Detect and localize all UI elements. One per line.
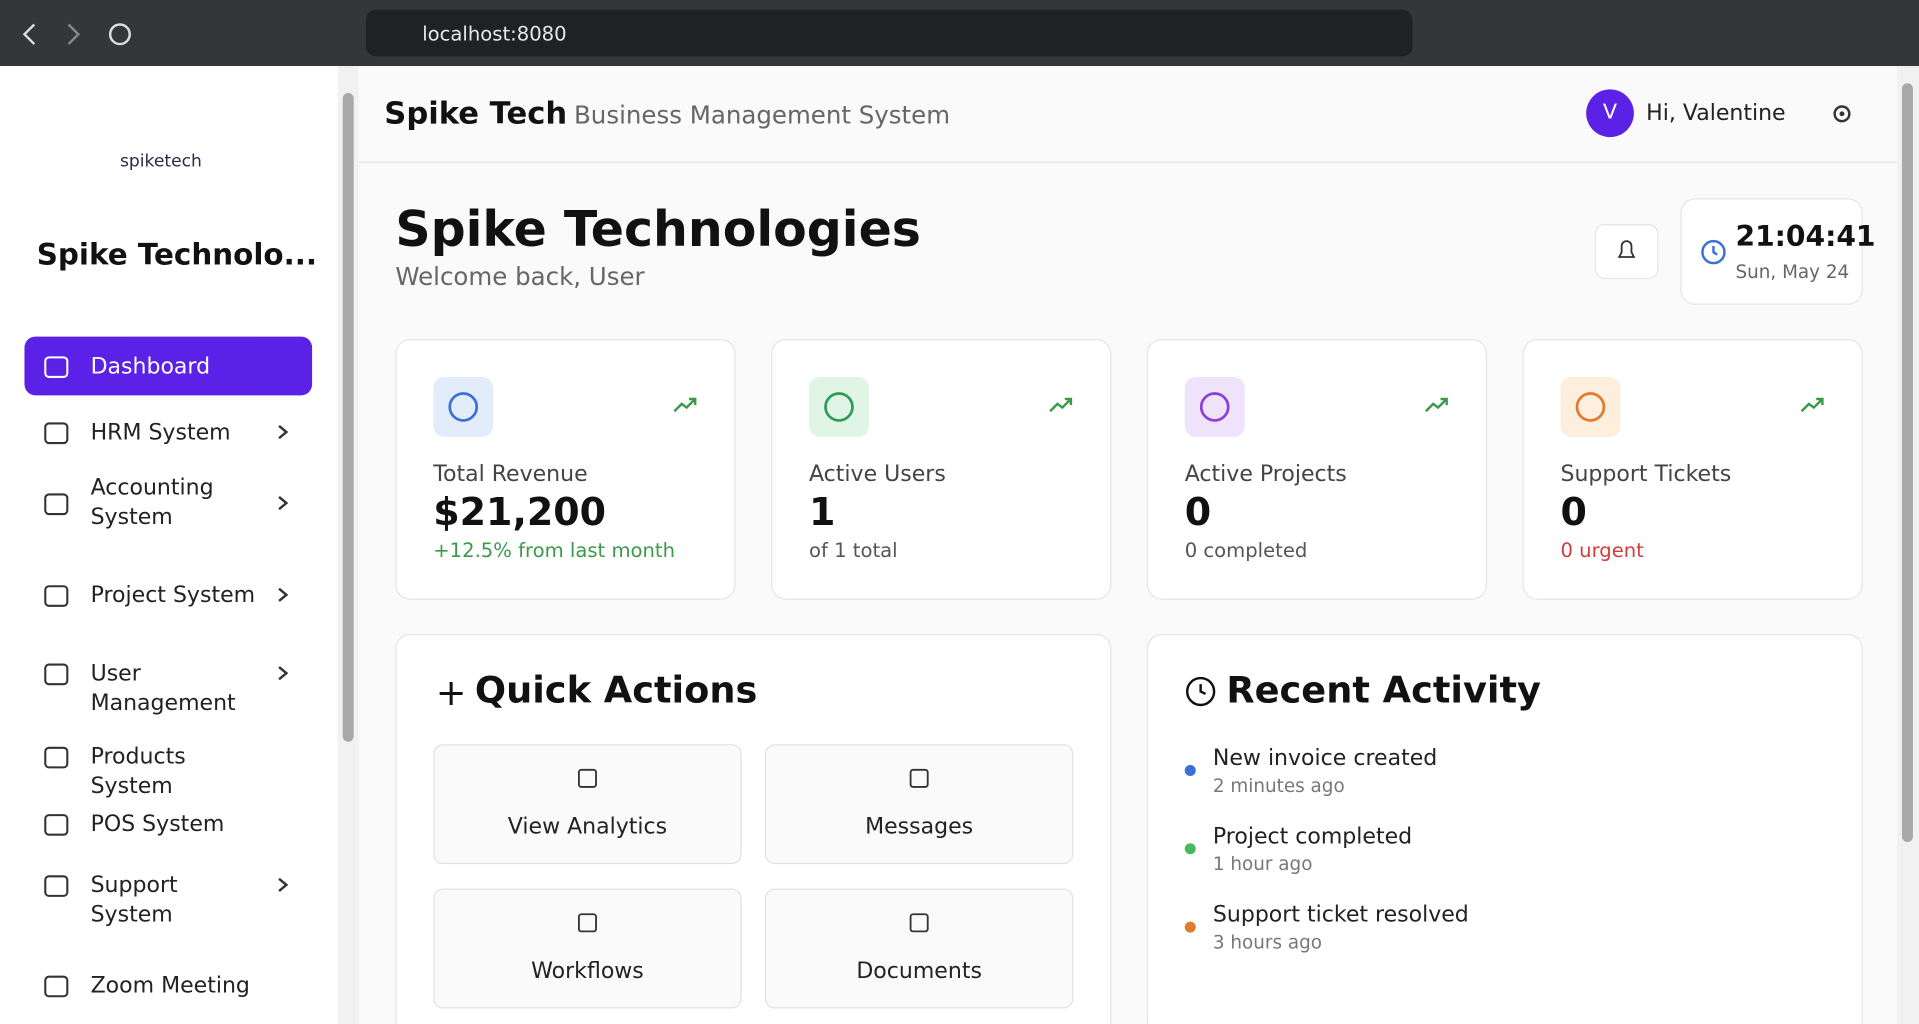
activity-dot [1184,921,1196,933]
action-label: View Analytics [507,813,668,840]
address-bar[interactable]: localhost:8080 [365,9,1413,57]
greeting: Hi, Valentine [1646,100,1786,127]
nav-item[interactable]: Zoom Meeting [24,956,312,1015]
activity-text: New invoice created [1212,745,1438,772]
stat-card: Total Revenue $21,200 +12.5% from last mon… [395,339,736,600]
nav-label: User Management [90,660,236,716]
browser-bar: localhost:8080 [0,0,1919,67]
nav-label: Project System [90,582,256,609]
section-title: Quick Actions [474,669,758,713]
time: 21:04:41 [1735,221,1876,254]
welcome: Welcome back, User [395,261,645,292]
action-button[interactable]: Documents [764,888,1074,1009]
action-button[interactable]: Messages [764,744,1074,865]
stat-label: Total Revenue [433,461,588,488]
sidebar: spiketech Spike Technolo... Dashboard HRM… [0,66,338,1024]
nav-item[interactable]: Accounting System [24,466,312,542]
nav-label: Products System [90,744,186,800]
chevron [278,877,289,892]
nav-item[interactable]: HRM System [24,403,312,462]
activity-text: Support ticket resolved [1212,902,1469,928]
stat-label: Support Tickets [1560,461,1732,488]
settings-icon[interactable] [1830,102,1854,126]
stat-value: 0 [1184,490,1212,535]
avatar[interactable]: V [1586,89,1634,138]
stat-note: of 1 total [808,538,898,562]
nav-label: Support System [90,872,178,928]
nav-item[interactable]: POS System [24,794,312,853]
stat-value: 1 [808,490,836,535]
nav-item[interactable]: Dashboard [24,336,313,396]
company-name: Spike Technolo... [36,237,318,272]
nav-label: Dashboard [90,353,211,380]
activity-dot [1184,764,1196,776]
action-button[interactable]: View Analytics [433,744,742,865]
stat-note: 0 completed [1184,538,1308,562]
scrollbar [1897,66,1919,1024]
nav-item[interactable]: User Management [24,644,312,716]
section-title: Recent Activity [1226,669,1542,713]
nav-item[interactable]: Project System [24,565,312,624]
url: localhost:8080 [422,22,567,46]
stat-label: Active Projects [1184,461,1347,488]
nav-label: POS System [90,811,225,838]
action-label: Documents [856,958,982,985]
recent-activity: Recent Activity New invoice created 2 min… [1146,633,1863,1024]
nav-item[interactable]: Products System [24,727,312,799]
activity-time: 2 minutes ago [1212,774,1345,797]
scrollbar [337,66,359,1024]
stat-card: Active Projects 0 0 completed [1146,339,1488,600]
subtitle: Business Management System [574,100,951,130]
stat-card: Support Tickets 0 0 urgent [1522,339,1863,600]
chevron [278,587,289,602]
stat-note: +12.5% from last month [433,538,675,562]
stat-value: 0 [1560,490,1587,535]
plus-icon: + [435,671,467,715]
nav-label: Accounting System [90,474,214,530]
chevron [278,424,289,440]
stat-card: Active Users 1 of 1 total [771,339,1112,600]
action-label: Messages [865,813,974,840]
nav-label: Zoom Meeting [90,973,250,999]
activity-dot [1184,843,1196,855]
stat-value: $21,200 [433,490,607,535]
quick-actions: + Quick Actions View Analytics Messages Wo… [395,633,1112,1024]
activity-time: 1 hour ago [1212,853,1313,876]
nav-buttons[interactable] [17,20,139,49]
logo: spiketech [119,151,202,172]
date: Sun, May 24 [1735,260,1850,283]
chevron [278,495,289,511]
brand: Spike Tech [384,95,568,131]
stat-label: Active Users [808,461,946,488]
action-label: Workflows [531,958,644,985]
activity-text: Project completed [1212,823,1413,850]
notification-button[interactable] [1594,223,1659,280]
activity-time: 3 hours ago [1212,931,1323,954]
stat-note: 0 urgent [1560,538,1644,562]
page-title: Spike Technologies [395,201,921,259]
header: Spike Tech Business Management System V … [358,66,1898,163]
clock: 21:04:41 Sun, May 24 [1680,198,1876,305]
action-button[interactable]: Workflows [433,888,742,1009]
chevron [278,666,289,681]
nav-label: HRM System [90,419,231,446]
nav-item[interactable]: Support System [24,856,312,928]
